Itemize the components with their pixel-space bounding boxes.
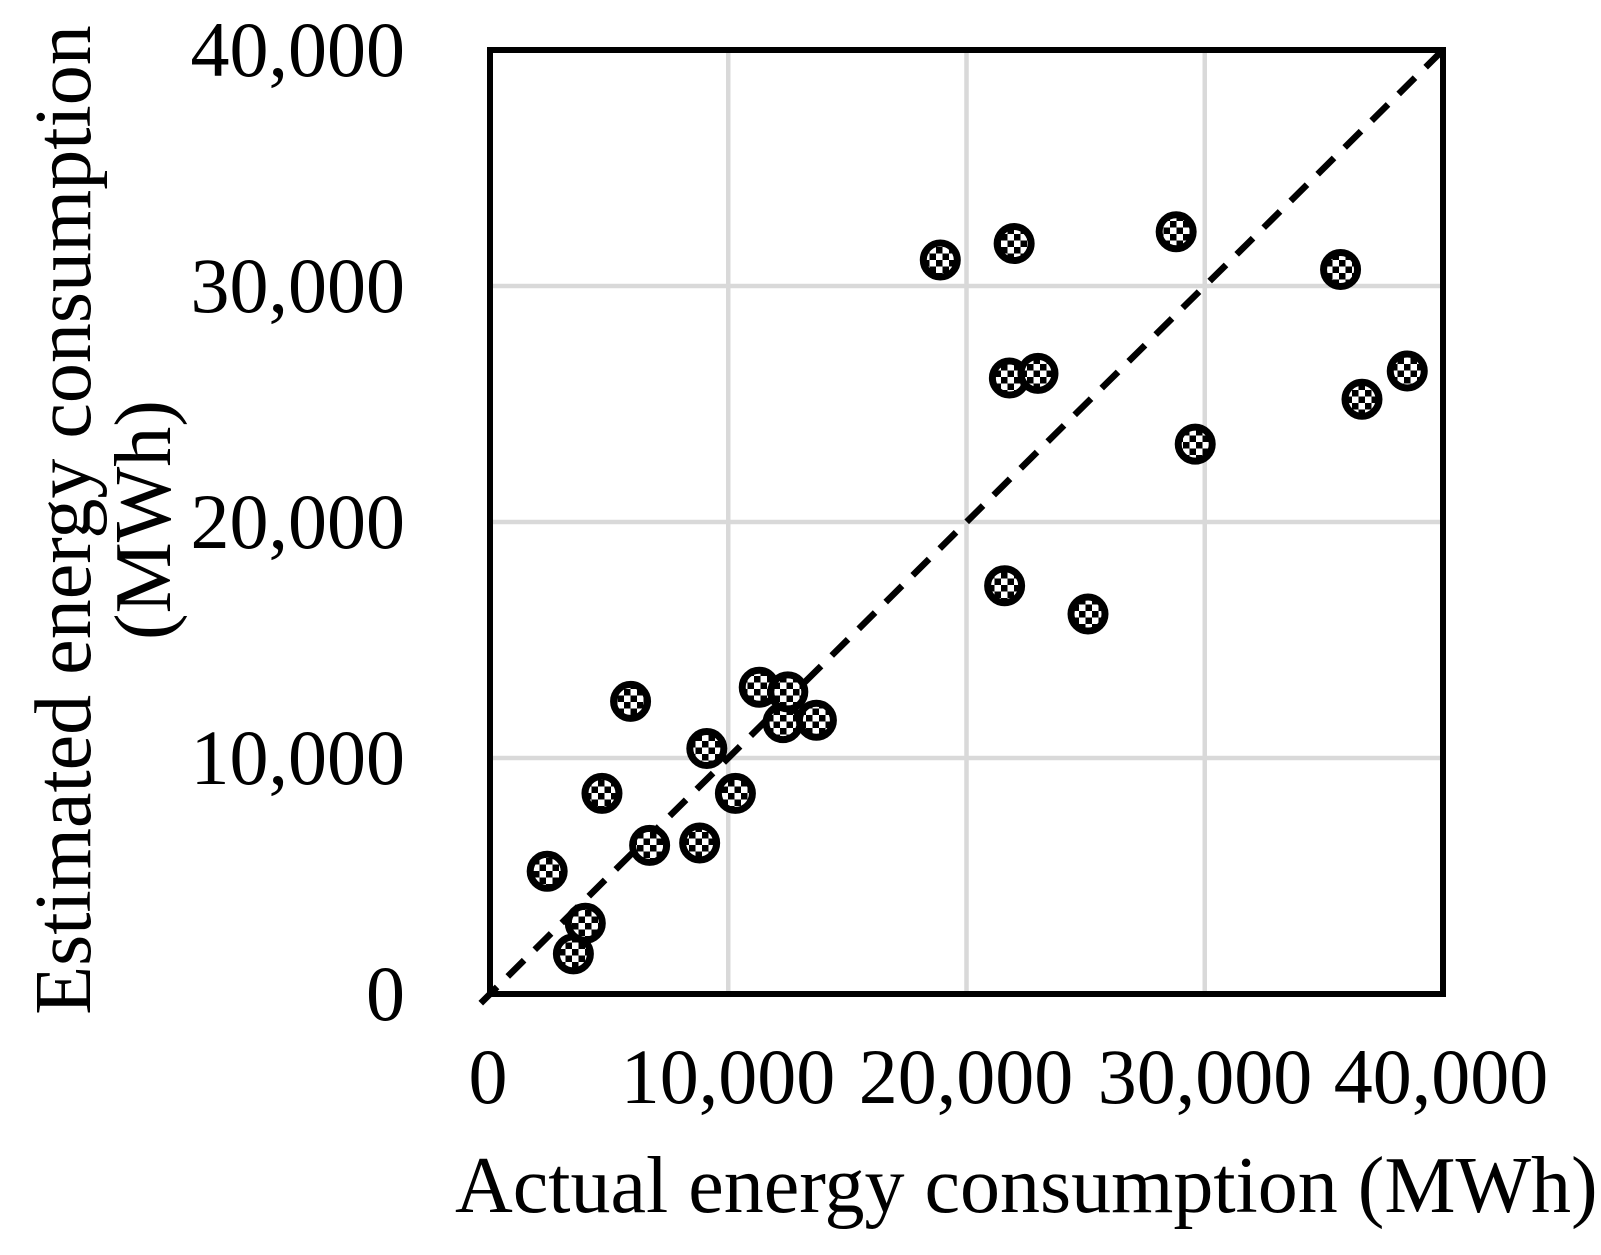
x-tick-label: 0 xyxy=(468,1033,508,1120)
scatter-point xyxy=(984,565,1026,607)
y-tick-label: 20,000 xyxy=(190,478,406,565)
y-tick-label: 30,000 xyxy=(190,242,406,329)
scatter-point xyxy=(679,822,721,864)
y-tick-label: 10,000 xyxy=(190,714,406,801)
data-points xyxy=(526,211,1428,975)
x-tick-label: 30,000 xyxy=(1097,1033,1313,1120)
scatter-point xyxy=(795,699,837,741)
x-tick-label: 40,000 xyxy=(1333,1033,1549,1120)
scatter-point xyxy=(564,902,606,944)
y-axis-title: Estimated energy consumption (MWh) xyxy=(20,20,188,1020)
y-tick-label: 0 xyxy=(366,950,405,1037)
x-tick-label: 20,000 xyxy=(858,1033,1074,1120)
scatter-point xyxy=(1386,350,1428,392)
plot-border xyxy=(487,47,1446,997)
x-tick-label: 10,000 xyxy=(620,1033,836,1120)
scatter-point xyxy=(526,850,568,892)
scatter-point xyxy=(1067,593,1109,635)
scatter-point xyxy=(919,239,961,281)
y-tick-label: 40,000 xyxy=(190,6,406,93)
x-axis-title: Actual energy consumption (MWh) xyxy=(455,1142,1598,1230)
scatter-point xyxy=(767,671,809,713)
scatter-point xyxy=(610,680,652,722)
scatter-point xyxy=(1174,423,1216,465)
scatter-point xyxy=(1341,378,1383,420)
scatter-point xyxy=(1320,248,1362,290)
scatter-point xyxy=(581,772,623,814)
y-axis-title-line1: Estimated energy consumption xyxy=(20,25,108,1015)
scatter-point xyxy=(993,223,1035,265)
scatter-point xyxy=(1155,211,1197,253)
scatter-point xyxy=(629,824,671,866)
y-axis-title-line2: (MWh) xyxy=(100,400,188,640)
gridlines xyxy=(490,50,1443,994)
scatter-point xyxy=(686,728,728,770)
scatter-point xyxy=(714,772,756,814)
scatter-point xyxy=(1017,352,1059,394)
identity-line xyxy=(478,47,1446,1006)
